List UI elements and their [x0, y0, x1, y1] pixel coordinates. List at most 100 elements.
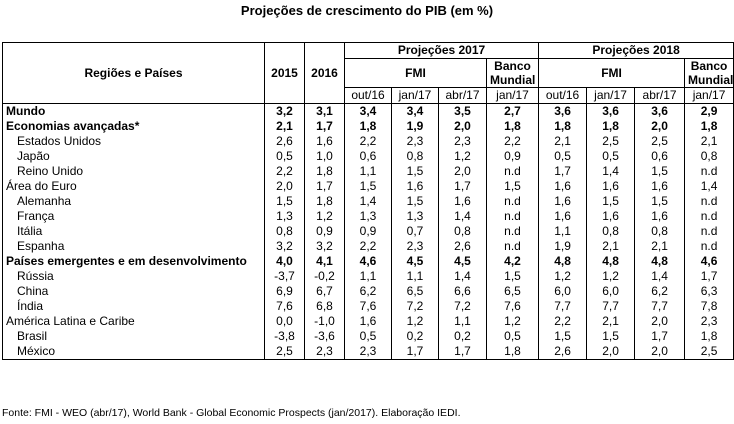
value-cell: 2,0	[634, 314, 686, 329]
row-label: Mundo	[2, 103, 265, 119]
value-cell: 6,5	[391, 284, 439, 299]
value-cell: 1,7	[538, 164, 588, 179]
value-cell: 2,1	[538, 134, 588, 149]
value-cell: 1,4	[438, 269, 487, 284]
table-row: Índia 7,6 6,8 7,6 7,2 7,2 7,6 7,7 7,7 7,7 7,8	[2, 299, 734, 314]
value-cell: 1,3	[344, 209, 392, 224]
value-cell: 1,7	[634, 329, 686, 344]
value-cell: 1,8	[304, 164, 345, 179]
value-cell: 6,5	[485, 284, 540, 299]
value-cell: 1,5	[485, 179, 540, 194]
header-regions: Regiões e Países	[2, 42, 265, 104]
table-row: Mundo 3,2 3,1 3,4 3,4 3,5 2,7 3,6 3,6 3,6 2,9	[2, 103, 734, 119]
value-cell: 1,8	[304, 194, 345, 209]
subheader-cell: abr/17	[634, 87, 686, 104]
value-cell: n.d	[684, 164, 734, 179]
value-cell: 1,2	[304, 209, 345, 224]
value-cell: 1,9	[538, 239, 588, 254]
value-cell: 1,5	[586, 194, 636, 209]
subheader-cell: jan/17	[586, 87, 636, 104]
value-cell: -3,7	[264, 269, 305, 284]
value-cell: 6,2	[634, 284, 686, 299]
value-cell: 4,8	[586, 254, 636, 269]
value-cell: 1,8	[344, 119, 392, 134]
value-cell: 7,8	[684, 299, 734, 314]
value-cell: 4,8	[538, 254, 588, 269]
row-label: Itália	[2, 224, 265, 239]
value-cell: 2,3	[684, 314, 734, 329]
value-cell: 1,5	[634, 164, 686, 179]
value-cell: -0,2	[304, 269, 345, 284]
value-cell: 1,6	[634, 209, 686, 224]
value-cell: 4,6	[684, 254, 734, 269]
value-cell: 1,8	[684, 119, 734, 134]
table-row: Estados Unidos 2,6 1,6 2,2 2,3 2,3 2,2 2,1 2,5 2,…	[2, 134, 734, 149]
value-cell: 0,8	[684, 149, 734, 164]
table-row: México 2,5 2,3 2,3 1,7 1,7 1,8 2,6 2,0 2,0 2,5	[2, 344, 734, 360]
value-cell: 0,6	[634, 149, 686, 164]
value-cell: 2,2	[264, 164, 305, 179]
value-cell: 2,2	[344, 134, 392, 149]
value-cell: 6,8	[304, 299, 345, 314]
header-banco-mundial-2017: Banco Mundial	[485, 58, 540, 88]
header-fmi-2017: FMI	[344, 58, 487, 88]
value-cell: 1,5	[344, 179, 392, 194]
value-cell: 1,5	[391, 164, 439, 179]
value-cell: 1,3	[391, 209, 439, 224]
value-cell: 3,4	[391, 103, 439, 119]
row-label: Economias avançadas*	[2, 119, 265, 134]
value-cell: 6,0	[538, 284, 588, 299]
value-cell: 2,3	[391, 239, 439, 254]
value-cell: 2,0	[634, 344, 686, 360]
header-fmi-2018: FMI	[538, 58, 686, 88]
value-cell: 1,4	[586, 164, 636, 179]
value-cell: 2,2	[344, 239, 392, 254]
value-cell: 1,0	[304, 149, 345, 164]
value-cell: 6,7	[304, 284, 345, 299]
value-cell: 1,4	[438, 209, 487, 224]
value-cell: 1,1	[438, 314, 487, 329]
value-cell: 1,7	[304, 179, 345, 194]
value-cell: 1,6	[438, 194, 487, 209]
value-cell: 3,2	[304, 239, 345, 254]
value-cell: 2,6	[538, 344, 588, 360]
value-cell: 2,1	[586, 314, 636, 329]
value-cell: -3,6	[304, 329, 345, 344]
value-cell: 4,8	[634, 254, 686, 269]
table-title: Projeções de crescimento do PIB (em %)	[240, 3, 494, 18]
value-cell: 1,5	[485, 269, 540, 284]
value-cell: 1,6	[634, 179, 686, 194]
value-cell: 6,0	[586, 284, 636, 299]
value-cell: 1,9	[391, 119, 439, 134]
value-cell: 0,2	[391, 329, 439, 344]
value-cell: n.d	[684, 194, 734, 209]
value-cell: 1,6	[586, 179, 636, 194]
value-cell: 3,2	[264, 103, 305, 119]
header-year-2016: 2016	[304, 42, 345, 104]
value-cell: 1,8	[586, 119, 636, 134]
value-cell: 1,1	[391, 269, 439, 284]
table-row: Reino Unido 2,2 1,8 1,1 1,5 2,0 n.d 1,7 1,4 1,5 n.…	[2, 164, 734, 179]
value-cell: 1,8	[485, 119, 540, 134]
table-row: França 1,3 1,2 1,3 1,3 1,4 n.d 1,6 1,6 1,6 n.d	[2, 209, 734, 224]
value-cell: 4,5	[438, 254, 487, 269]
value-cell: 2,0	[438, 119, 487, 134]
value-cell: 0,5	[586, 149, 636, 164]
table-row: Espanha 3,2 3,2 2,2 2,3 2,6 n.d 1,9 2,1 2,1 n.d	[2, 239, 734, 254]
value-cell: 0,5	[344, 329, 392, 344]
value-cell: 1,2	[438, 149, 487, 164]
value-cell: 1,2	[586, 269, 636, 284]
value-cell: 2,0	[438, 164, 487, 179]
value-cell: 3,6	[538, 103, 588, 119]
value-cell: 2,9	[684, 103, 734, 119]
value-cell: 1,5	[264, 194, 305, 209]
table-row: Economias avançadas* 2,1 1,7 1,8 1,9 2,0 1,8 1,…	[2, 119, 734, 134]
subheader-cell: abr/17	[438, 87, 487, 104]
table-row: Japão 0,5 1,0 0,6 0,8 1,2 0,9 0,5 0,5 0,6 0,8	[2, 149, 734, 164]
value-cell: 7,6	[264, 299, 305, 314]
value-cell: -3,8	[264, 329, 305, 344]
value-cell: 1,3	[264, 209, 305, 224]
subheader-cell: out/16	[538, 87, 588, 104]
value-cell: 1,6	[538, 209, 588, 224]
value-cell: 2,6	[438, 239, 487, 254]
